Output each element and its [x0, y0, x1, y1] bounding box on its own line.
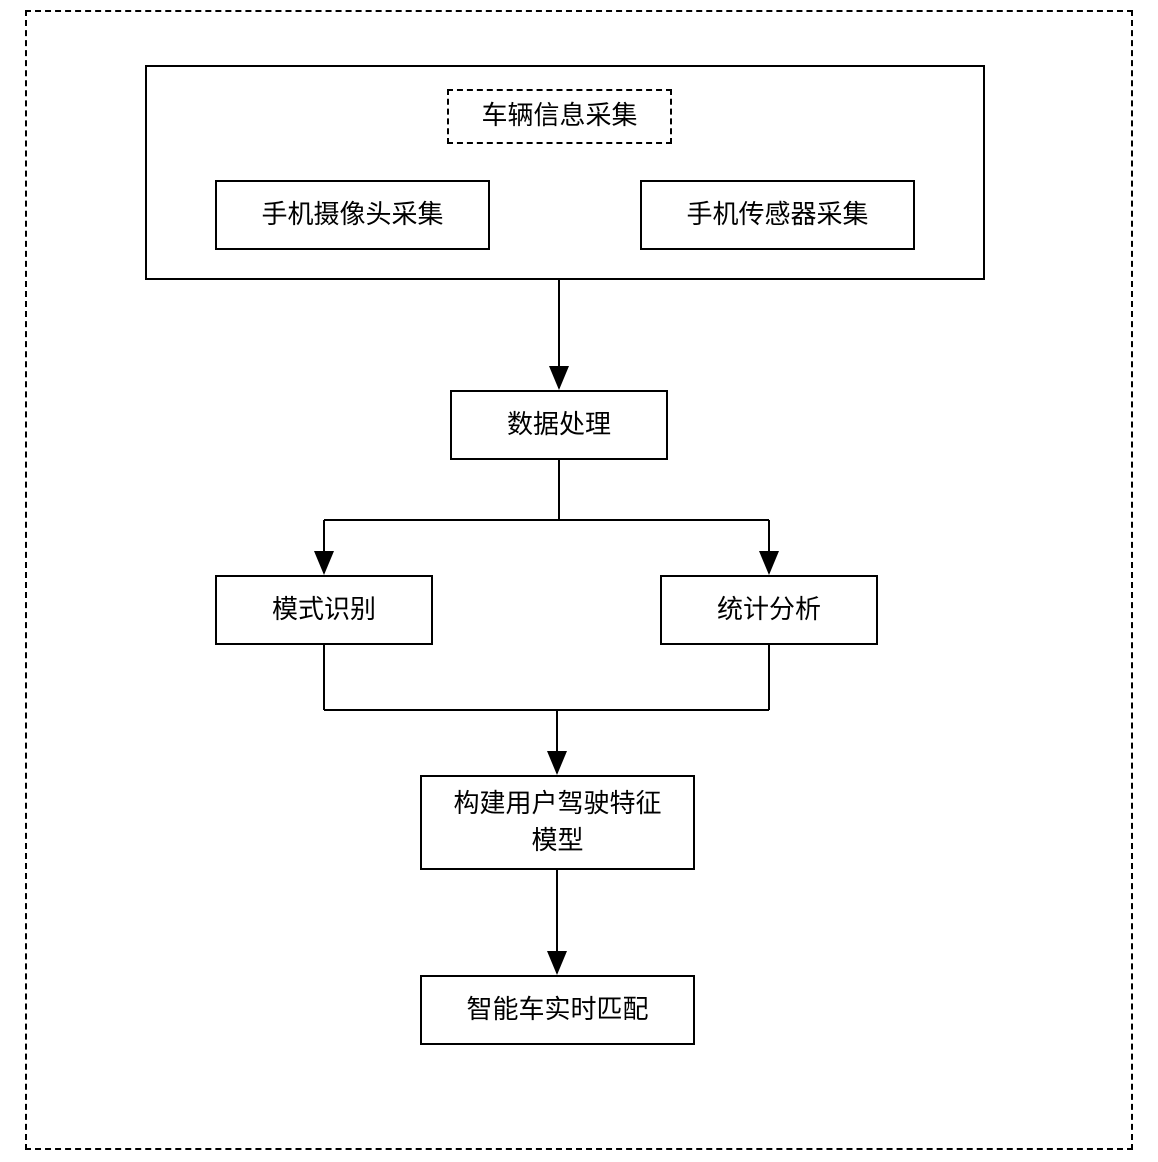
data-process-box: 数据处理	[450, 390, 668, 460]
stat-analysis-box: 统计分析	[660, 575, 878, 645]
pattern-recog-box: 模式识别	[215, 575, 433, 645]
sensor-collect-box: 手机传感器采集	[640, 180, 915, 250]
camera-collect-label: 手机摄像头采集	[257, 193, 447, 237]
sensor-collect-label: 手机传感器采集	[682, 193, 872, 237]
smart-match-label: 智能车实时匹配	[462, 988, 652, 1032]
diagram-canvas: 车辆信息采集 手机摄像头采集 手机传感器采集 数据处理 模式识别 统计分析 构建…	[0, 0, 1158, 1162]
stat-analysis-label: 统计分析	[713, 588, 825, 632]
pattern-recog-label: 模式识别	[268, 588, 380, 632]
build-model-box: 构建用户驾驶特征 模型	[420, 775, 695, 870]
camera-collect-box: 手机摄像头采集	[215, 180, 490, 250]
smart-match-box: 智能车实时匹配	[420, 975, 695, 1045]
build-model-label: 构建用户驾驶特征 模型	[449, 782, 665, 863]
vehicle-info-box: 车辆信息采集	[447, 89, 672, 144]
data-process-label: 数据处理	[503, 403, 615, 447]
vehicle-info-label: 车辆信息采集	[477, 94, 641, 138]
